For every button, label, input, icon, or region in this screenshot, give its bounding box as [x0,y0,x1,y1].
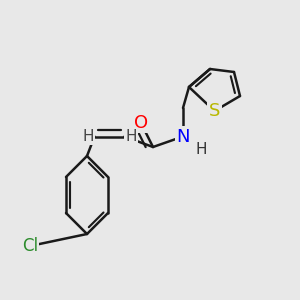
Text: O: O [134,114,148,132]
Text: S: S [209,102,220,120]
Text: N: N [176,128,190,146]
Text: N: N [176,128,190,146]
Text: H: H [196,142,207,158]
Text: Cl: Cl [22,237,38,255]
Text: H: H [82,129,94,144]
Text: H: H [125,129,137,144]
